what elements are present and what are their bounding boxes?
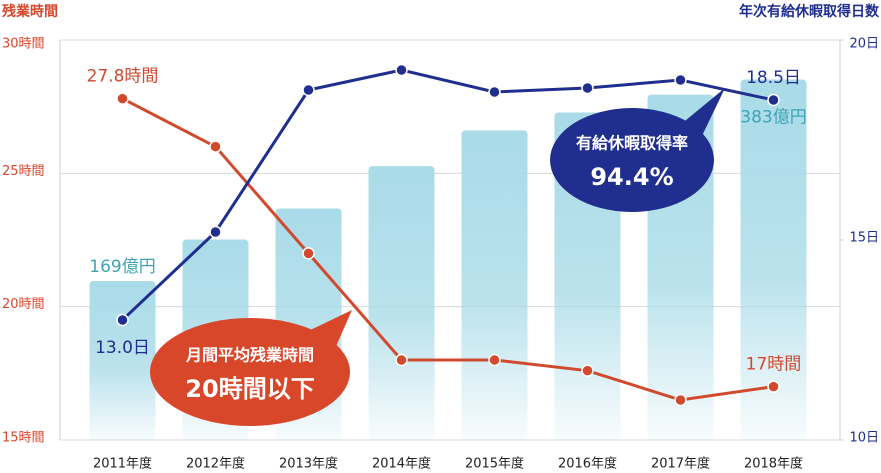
y-tick-label: 20時間 [2,297,45,312]
callout-bubble [550,108,714,212]
bar [740,79,807,440]
line-value-label: 27.8時間 [87,67,159,87]
line-point [395,353,408,367]
x-tick-label: 2012年度 [186,456,245,472]
line-point [674,393,687,407]
line-point [767,380,780,393]
callout-label: 月間平均残業時間 [185,346,314,365]
callout-value: 94.4% [590,163,673,191]
y-tick-label: 30時間 [2,37,45,52]
y-axis-label: 残業時間 [2,3,58,20]
line-point [488,353,501,367]
x-tick-label: 2016年度 [558,456,617,472]
bar [89,280,156,440]
y-tick-label: 15時間 [2,431,45,446]
line-point [209,140,222,153]
line [121,68,774,322]
line-value-label: 18.5日 [746,68,801,88]
x-tick-label: 2011年度 [93,456,152,472]
callout-bubble [150,318,350,426]
line-value-label: 13.0日 [95,338,150,358]
x-tick-label: 2017年度 [651,456,710,472]
x-tick-label: 2015年度 [465,456,524,472]
bar [461,130,528,440]
line-point [116,313,129,327]
callout-label: 有給休暇取得率 [576,134,688,153]
line-value-label: 17時間 [746,355,802,375]
y2-tick-label: 20日 [849,37,879,52]
line-point [488,85,501,99]
line-point [674,73,687,87]
bar-value-label: 169億円 [89,257,155,277]
line-point [302,83,315,97]
line-point [209,225,222,239]
callout-tail [300,310,352,360]
line-point [581,81,594,95]
y2-tick-label: 10日 [849,431,879,446]
callout-value: 20時間以下 [185,375,314,403]
x-tick-label: 2014年度 [372,456,431,472]
x-tick-label: 2013年度 [279,456,338,472]
line-point [395,63,408,77]
line-point [767,93,780,107]
line [121,97,774,402]
y2-tick-label: 15日 [849,231,879,246]
y2-axis-label: 年次有給休暇取得日数 [739,3,880,20]
y-tick-label: 25時間 [2,164,45,179]
line-point [581,364,594,377]
bar-value-label: 383億円 [740,108,806,128]
line-point [116,92,129,105]
bar [368,166,435,440]
line-point [302,247,315,260]
x-tick-label: 2018年度 [744,456,803,472]
